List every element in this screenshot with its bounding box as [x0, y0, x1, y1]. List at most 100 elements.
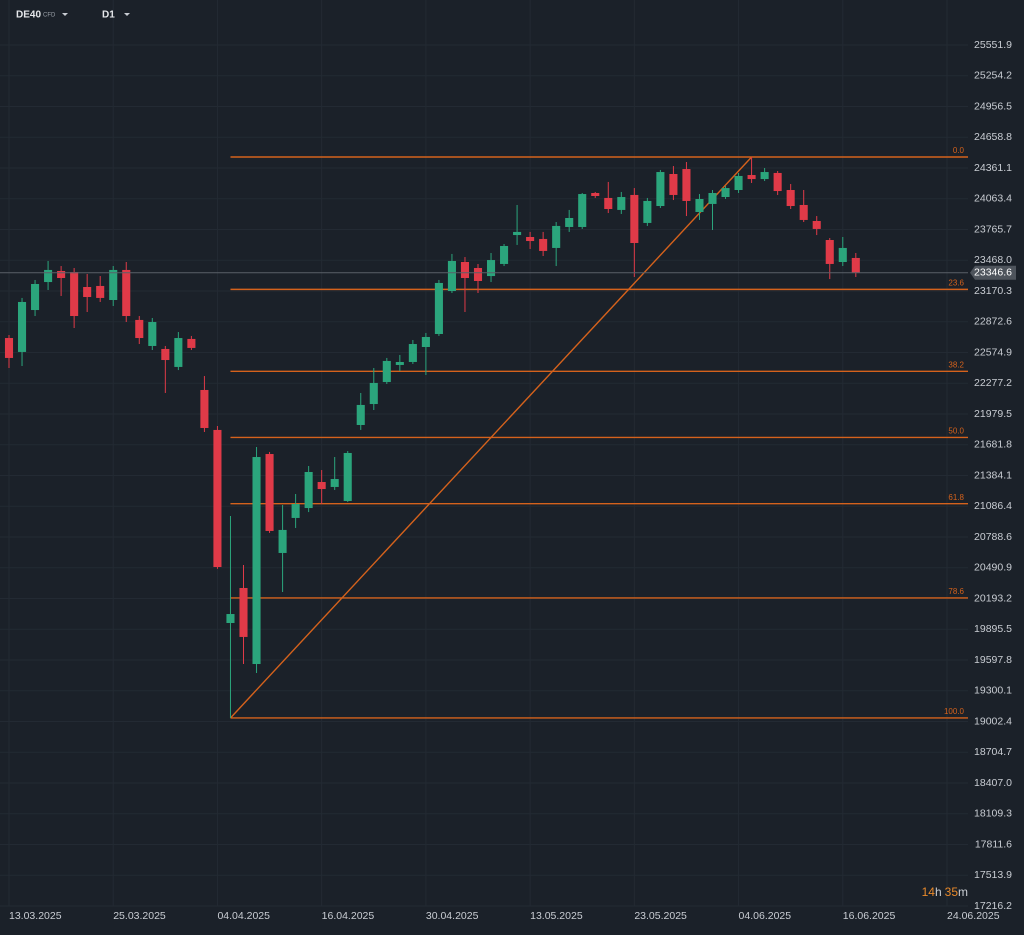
- timeframe[interactable]: D1: [102, 10, 115, 21]
- y-tick-label: 24361.1: [974, 162, 1012, 174]
- candle-body: [239, 587, 248, 637]
- candle-body: [473, 267, 483, 282]
- candle-body: [734, 175, 743, 191]
- candle-body: [812, 220, 821, 229]
- candle-body: [291, 504, 300, 518]
- symbol[interactable]: DE40: [16, 10, 41, 21]
- y-tick-label: 23468.0: [974, 254, 1012, 266]
- candle-body: [695, 198, 704, 213]
- y-tick-label: 22872.6: [974, 316, 1012, 328]
- candle-body: [421, 336, 430, 348]
- candle-body: [591, 193, 600, 196]
- candle-body: [265, 454, 274, 531]
- y-tick-label: 22574.9: [974, 346, 1012, 358]
- candle-body: [447, 260, 456, 292]
- current-price-box: [970, 265, 1016, 280]
- x-tick-label: 25.03.2025: [113, 910, 166, 922]
- y-tick-label: 23765.7: [974, 223, 1012, 235]
- candle-body: [174, 338, 183, 367]
- y-tick-label: 23170.3: [974, 285, 1012, 297]
- candle-body: [4, 338, 14, 358]
- y-tick-label: 21384.1: [974, 469, 1012, 481]
- symbol-dropdown[interactable]: [62, 13, 68, 16]
- candle-body: [200, 389, 209, 428]
- y-tick-label: 17513.9: [974, 869, 1012, 881]
- candle-body: [317, 482, 326, 490]
- candle-body: [304, 471, 313, 509]
- candle-body: [252, 457, 261, 665]
- x-tick-label: 13.05.2025: [530, 910, 583, 922]
- candle-body: [31, 283, 40, 311]
- x-tick-label: 04.04.2025: [217, 910, 270, 922]
- candle-body: [604, 197, 613, 210]
- candle-body: [434, 282, 443, 334]
- y-tick-label: 20788.6: [974, 531, 1012, 543]
- candle-body: [122, 269, 131, 317]
- candle-body: [486, 260, 496, 277]
- candle-body: [630, 194, 639, 243]
- candle-body: [539, 238, 548, 251]
- candle-body: [135, 319, 144, 339]
- y-tick-label: 19895.5: [974, 623, 1012, 635]
- candle-body: [669, 173, 678, 195]
- fib-layer: 0.0 23.6 38.2 50.0 61.8 78.6 100.0: [229, 146, 968, 719]
- y-tick-label: 21086.4: [974, 500, 1012, 512]
- y-tick-label: 24658.8: [974, 131, 1012, 143]
- y-tick-label: 21681.8: [974, 439, 1012, 451]
- candle-body: [395, 361, 404, 365]
- fib-level-label: 38.2: [948, 360, 964, 369]
- candle-body: [760, 172, 769, 180]
- candle-body: [838, 247, 847, 262]
- candle-body: [369, 382, 378, 405]
- y-tick-label: 24063.4: [974, 193, 1012, 205]
- candle-body: [356, 404, 365, 425]
- candle-body: [851, 257, 860, 273]
- candle-body: [161, 348, 170, 361]
- y-tick-label: 19300.1: [974, 685, 1012, 697]
- candle-body: [226, 614, 235, 624]
- x-tick-label: 24.06.2025: [947, 910, 1000, 922]
- x-tick-label: 16.04.2025: [322, 910, 375, 922]
- candle-body: [773, 172, 782, 192]
- candle-body: [187, 338, 196, 348]
- y-tick-label: 21979.5: [974, 408, 1012, 420]
- candle-body: [565, 217, 574, 227]
- x-tick-label: 13.03.2025: [9, 910, 62, 922]
- candle-body: [721, 188, 730, 198]
- candle-body: [825, 239, 834, 264]
- candle-body: [109, 269, 118, 301]
- candle-body: [278, 529, 287, 553]
- candle-body: [708, 193, 717, 204]
- candle-body: [382, 360, 391, 383]
- candle-body: [96, 285, 105, 298]
- fib-level-label: 23.6: [948, 278, 964, 287]
- y-tick-label: 17216.2: [974, 900, 1012, 912]
- y-tick-label: 24956.5: [974, 100, 1012, 112]
- candle-body: [526, 237, 535, 242]
- candle-body: [656, 172, 665, 207]
- y-tick-label: 22277.2: [974, 377, 1012, 389]
- candle-body: [682, 169, 691, 201]
- y-tick-label: 18109.3: [974, 808, 1012, 820]
- countdown-hours: 14: [922, 885, 936, 899]
- candle-body: [148, 322, 157, 346]
- fib-level-label: 0.0: [953, 146, 965, 155]
- fib-trend-line: [229, 156, 753, 719]
- y-tick-label: 25254.2: [974, 70, 1012, 82]
- candle-layer: [4, 156, 860, 718]
- current-price-label: 23346.6: [974, 267, 1012, 279]
- y-tick-label: 17811.6: [975, 838, 1012, 850]
- candle-body: [408, 344, 417, 362]
- candle-body: [786, 190, 795, 207]
- symbol-tag: CFD: [43, 13, 56, 19]
- candle-body: [44, 269, 53, 283]
- timeframe-dropdown[interactable]: [124, 13, 130, 16]
- x-tick-label: 30.04.2025: [426, 910, 479, 922]
- candle-body: [799, 204, 808, 220]
- candle-body: [70, 272, 79, 317]
- x-tick-label: 23.05.2025: [634, 910, 687, 922]
- candle-body: [747, 175, 756, 180]
- y-tick-label: 20193.2: [974, 592, 1012, 604]
